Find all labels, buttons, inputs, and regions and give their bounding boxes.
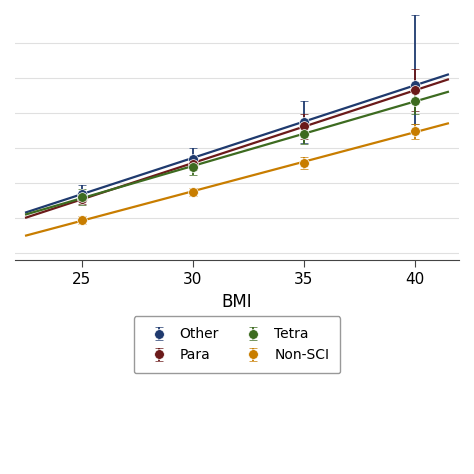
Legend: Other, Para, Tetra, Non-SCI: Other, Para, Tetra, Non-SCI (134, 316, 340, 374)
X-axis label: BMI: BMI (222, 292, 252, 310)
